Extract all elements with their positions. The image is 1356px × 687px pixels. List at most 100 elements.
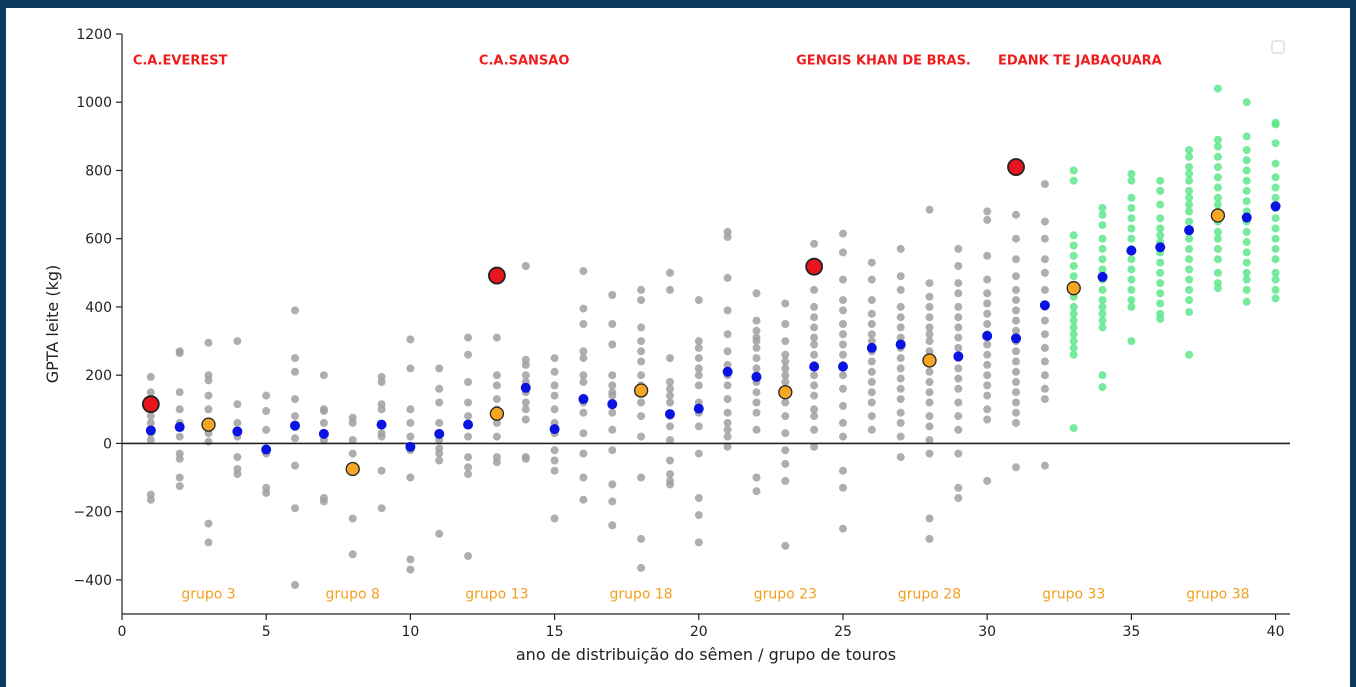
data-point: [1185, 176, 1194, 185]
data-point: [694, 511, 703, 520]
data-point: [810, 302, 819, 311]
group-mean-point: [549, 424, 560, 435]
data-point: [377, 504, 386, 513]
data-point: [666, 480, 674, 489]
data-point: [608, 381, 617, 390]
data-point: [1213, 244, 1222, 253]
data-point: [521, 454, 530, 463]
data-point: [781, 299, 790, 308]
data-point: [1098, 244, 1107, 253]
group-mean-point: [376, 419, 387, 430]
data-point: [637, 323, 646, 332]
data-point: [839, 466, 847, 475]
data-point: [435, 449, 444, 458]
data-point: [1069, 272, 1078, 281]
data-point: [839, 432, 847, 441]
data-point: [867, 296, 876, 305]
data-point: [608, 371, 617, 380]
data-point: [781, 337, 790, 346]
data-point: [579, 304, 588, 313]
data-point: [1213, 284, 1222, 293]
data-point: [896, 313, 905, 322]
data-point: [550, 354, 559, 363]
data-point: [1271, 268, 1280, 277]
data-point: [810, 323, 819, 332]
data-point: [291, 461, 299, 470]
data-point: [781, 412, 790, 421]
data-point: [752, 487, 761, 496]
group-marker-point: [633, 383, 649, 398]
data-point: [925, 378, 934, 386]
data-point: [983, 371, 992, 380]
group-marker-point: [922, 353, 937, 368]
data-point: [637, 337, 646, 346]
data-point: [1242, 132, 1251, 141]
data-point: [1069, 231, 1078, 240]
data-point: [1185, 296, 1194, 305]
group-mean-point: [1039, 300, 1050, 311]
data-point: [1185, 163, 1194, 172]
data-point: [1040, 461, 1049, 470]
x-tick-label: 15: [546, 624, 564, 640]
data-point: [983, 309, 992, 318]
data-point: [867, 398, 876, 407]
data-point: [1098, 255, 1107, 264]
highlight-bull-point: [805, 257, 824, 276]
data-point: [608, 497, 617, 506]
data-point: [1185, 350, 1194, 359]
data-point: [204, 437, 213, 446]
data-point: [867, 425, 876, 434]
data-point: [1242, 227, 1251, 236]
data-point: [694, 343, 703, 352]
data-point: [1069, 323, 1078, 332]
data-point: [608, 446, 617, 455]
data-point: [550, 391, 559, 400]
data-point: [1213, 234, 1222, 243]
data-point: [1012, 296, 1020, 305]
data-point: [723, 330, 732, 339]
data-point: [1271, 159, 1280, 168]
data-point: [925, 302, 934, 311]
group-label: grupo 3: [181, 587, 235, 603]
data-point: [348, 418, 357, 427]
data-point: [1012, 463, 1020, 472]
data-point: [348, 514, 357, 523]
data-point: [1213, 255, 1222, 264]
data-point: [839, 524, 847, 533]
data-point: [694, 449, 703, 458]
data-point: [1069, 350, 1078, 359]
data-point: [233, 453, 242, 462]
data-point: [637, 357, 646, 366]
data-point: [1012, 388, 1020, 397]
data-point: [752, 337, 761, 346]
group-mean-point: [261, 444, 272, 455]
data-point: [810, 350, 819, 359]
data-point: [608, 340, 617, 349]
data-point: [146, 418, 155, 427]
data-point: [925, 347, 934, 356]
group-mean-point: [1155, 242, 1166, 253]
data-point: [1040, 330, 1049, 339]
data-point: [694, 354, 703, 363]
data-point: [896, 323, 905, 332]
data-point: [896, 333, 905, 342]
data-point: [1069, 302, 1078, 311]
data-point: [694, 422, 703, 431]
data-point: [781, 357, 790, 366]
data-point: [781, 429, 790, 438]
data-point: [1098, 204, 1107, 212]
highlight-bull-point: [141, 395, 160, 414]
data-point: [925, 398, 934, 407]
y-axis-title: GPTA leite (kg): [43, 265, 62, 383]
data-point: [1012, 255, 1020, 264]
data-point: [1156, 214, 1165, 223]
data-point: [1040, 395, 1049, 404]
data-point: [1127, 224, 1136, 233]
data-point: [867, 330, 876, 339]
data-point: [637, 473, 646, 482]
data-point: [983, 381, 992, 390]
data-point: [839, 340, 847, 349]
data-point: [983, 299, 992, 308]
data-point: [1012, 316, 1020, 325]
group-mean-point: [866, 342, 877, 353]
